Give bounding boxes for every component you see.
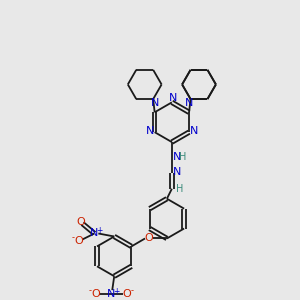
Text: H: H <box>179 152 187 162</box>
Text: +: + <box>96 226 103 235</box>
Text: N: N <box>172 152 181 162</box>
Text: N: N <box>90 229 98 238</box>
Text: O: O <box>145 233 153 244</box>
Text: N: N <box>190 126 198 136</box>
Text: -: - <box>72 233 75 242</box>
Text: N: N <box>169 93 177 103</box>
Text: N: N <box>107 289 116 299</box>
Text: O: O <box>74 236 83 246</box>
Text: -: - <box>89 286 92 295</box>
Text: O: O <box>91 289 100 299</box>
Text: +: + <box>113 286 119 296</box>
Text: N: N <box>151 98 159 108</box>
Text: N: N <box>146 126 154 136</box>
Text: -: - <box>130 286 134 295</box>
Text: O: O <box>76 217 85 226</box>
Text: O: O <box>123 289 131 299</box>
Text: N: N <box>172 167 181 177</box>
Text: H: H <box>176 184 184 194</box>
Text: N: N <box>184 98 193 108</box>
